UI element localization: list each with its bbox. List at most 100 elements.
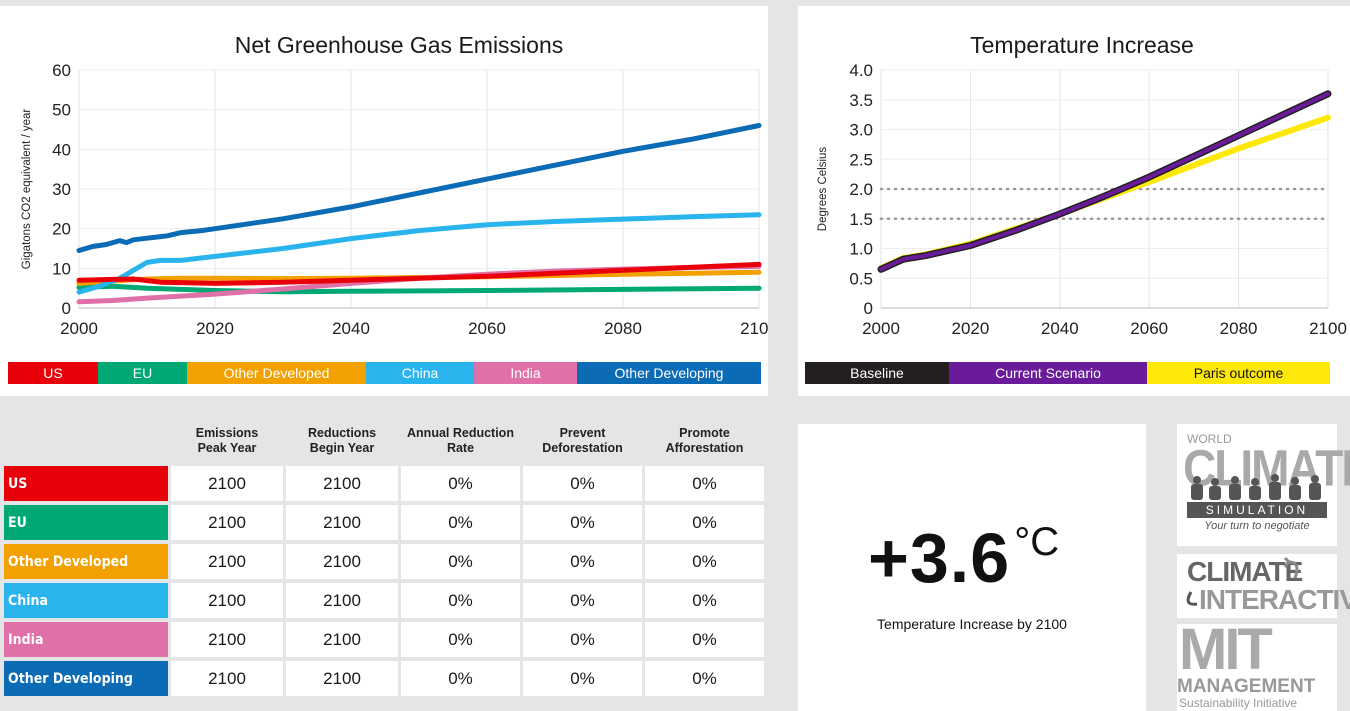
table-cell-china-0[interactable]: 2100 <box>171 583 283 618</box>
x-tick-label: 2020 <box>951 319 989 338</box>
climate-interactive-logo: CLIMATE INTERACTIVE <box>1177 554 1350 618</box>
table-cell-other-developed-2[interactable]: 0% <box>401 544 520 579</box>
legend-item-eu: EU <box>98 362 187 384</box>
table-cell-eu-1[interactable]: 2100 <box>286 505 398 540</box>
y-tick-label: 30 <box>52 180 71 199</box>
y-tick-label: 40 <box>52 140 71 159</box>
column-header-annual-reduction-rate: Annual Reduction Rate <box>407 426 514 455</box>
y-tick-label: 20 <box>52 220 71 239</box>
y-tick-label: 0 <box>864 299 873 318</box>
legend-item-baseline: Baseline <box>805 362 949 384</box>
table-cell-other-developed-0[interactable]: 2100 <box>171 544 283 579</box>
row-label-other-developing: Other Developing <box>4 661 168 696</box>
y-tick-label: 10 <box>52 259 71 278</box>
temperature-chart: 2000 2020 2040 2060 2080 2100 0 0.5 1.0 1.5 2.0 2.5… <box>817 61 1347 338</box>
table-cell-china-2[interactable]: 0% <box>401 583 520 618</box>
logo-simulation-band: SIMULATION <box>1187 502 1327 518</box>
x-tick-label: 2040 <box>1041 319 1079 338</box>
y-tick-label: 1.0 <box>849 240 873 259</box>
table-cell-eu-0[interactable]: 2100 <box>171 505 283 540</box>
x-tick-label: 2080 <box>604 319 642 338</box>
temperature-result-value: +3.6 <box>868 519 1011 597</box>
y-tick-label: 2.0 <box>849 180 873 199</box>
table-cell-us-3[interactable]: 0% <box>523 466 642 501</box>
table-cell-us-4[interactable]: 0% <box>645 466 764 501</box>
row-label-other-developed: Other Developed <box>4 544 168 579</box>
table-cell-other-developing-4[interactable]: 0% <box>645 661 764 696</box>
x-tick-label: 2060 <box>468 319 506 338</box>
series-line-other-developing <box>76 123 762 253</box>
x-tick-label: 2060 <box>1130 319 1168 338</box>
x-tick-label: 2100 <box>740 319 768 338</box>
y-tick-label: 3.0 <box>849 121 873 140</box>
mit-text: MIT <box>1179 617 1273 682</box>
ci-climate-text: CLIMATE <box>1187 556 1303 587</box>
y-tick-label: 0.5 <box>849 269 873 288</box>
column-header-promote-afforestation: Promote Afforestation <box>665 426 744 455</box>
column-header-prevent-deforestation: Prevent Deforestation <box>542 426 623 455</box>
mit-tagline: Sustainability Initiative <box>1179 696 1298 710</box>
y-tick-label: 3.5 <box>849 91 873 110</box>
audience-silhouette-icon <box>1191 474 1321 500</box>
table-cell-india-3[interactable]: 0% <box>523 622 642 657</box>
legend-item-india: India <box>474 362 577 384</box>
y-tick-label: 60 <box>52 61 71 80</box>
x-tick-label: 2000 <box>60 319 98 338</box>
table-cell-china-4[interactable]: 0% <box>645 583 764 618</box>
emissions-panel: Net Greenhouse Gas Emissions 2000 2020 204… <box>0 6 768 396</box>
ci-interactive-text: INTERACTIVE <box>1199 584 1350 615</box>
temperature-result: +3.6 °C <box>868 518 1059 598</box>
table-cell-other-developing-1[interactable]: 2100 <box>286 661 398 696</box>
emissions-chart-title: Net Greenhouse Gas Emissions <box>234 32 564 58</box>
table-cell-eu-4[interactable]: 0% <box>645 505 764 540</box>
x-tick-label: 2000 <box>862 319 900 338</box>
table-cell-other-developing-3[interactable]: 0% <box>523 661 642 696</box>
legend-item-other-developing: Other Developing <box>577 362 761 384</box>
table-cell-eu-3[interactable]: 0% <box>523 505 642 540</box>
y-tick-label: 1.5 <box>849 210 873 229</box>
table-cell-other-developed-3[interactable]: 0% <box>523 544 642 579</box>
table-cell-india-1[interactable]: 2100 <box>286 622 398 657</box>
emissions-legend: US EU Other Developed China India Other Devel… <box>8 362 761 384</box>
y-tick-label: 0 <box>62 299 71 318</box>
table-cell-other-developing-2[interactable]: 0% <box>401 661 520 696</box>
mit-management-logo: MIT MANAGEMENT Sustainability Initiative <box>1177 617 1337 711</box>
legend-item-other-developed: Other Developed <box>187 362 366 384</box>
temperature-result-unit: °C <box>1014 520 1060 564</box>
x-tick-label: 2080 <box>1220 319 1258 338</box>
x-tick-label: 2100 <box>1309 319 1347 338</box>
logo-world-text: WORLD <box>1187 432 1232 446</box>
mit-management-text: MANAGEMENT <box>1177 676 1316 697</box>
table-cell-china-1[interactable]: 2100 <box>286 583 398 618</box>
table-cell-india-4[interactable]: 0% <box>645 622 764 657</box>
logo-tagline: Your turn to negotiate <box>1204 520 1310 532</box>
x-tick-label: 2040 <box>332 319 370 338</box>
series-line-china <box>76 212 762 295</box>
row-label-eu: EU <box>4 505 168 540</box>
result-panel: +3.6 °C Temperature Increase by 2100 <box>798 424 1146 711</box>
table-cell-other-developed-1[interactable]: 2100 <box>286 544 398 579</box>
column-header-emissions-peak-year: Emissions Peak Year <box>195 426 259 455</box>
table-cell-other-developed-4[interactable]: 0% <box>645 544 764 579</box>
curved-arrow-icon <box>1186 556 1299 606</box>
temperature-chart-title: Temperature Increase <box>970 32 1194 58</box>
table-cell-us-0[interactable]: 2100 <box>171 466 283 501</box>
y-tick-label: 2.5 <box>849 150 873 169</box>
temperature-result-caption: Temperature Increase by 2100 <box>877 616 1067 632</box>
legend-item-current-scenario: Current Scenario <box>949 362 1147 384</box>
legend-item-china: China <box>366 362 474 384</box>
x-tick-label: 2020 <box>196 319 234 338</box>
table-cell-india-0[interactable]: 2100 <box>171 622 283 657</box>
table-cell-india-2[interactable]: 0% <box>401 622 520 657</box>
row-label-india: India <box>4 622 168 657</box>
y-tick-label: 4.0 <box>849 61 873 80</box>
y-axis-label: Degrees Celsius <box>817 147 829 232</box>
legend-item-us: US <box>8 362 98 384</box>
table-cell-other-developing-0[interactable]: 2100 <box>171 661 283 696</box>
series-line-us <box>76 261 762 286</box>
table-cell-us-2[interactable]: 0% <box>401 466 520 501</box>
table-cell-us-1[interactable]: 2100 <box>286 466 398 501</box>
table-cell-china-3[interactable]: 0% <box>523 583 642 618</box>
table-cell-eu-2[interactable]: 0% <box>401 505 520 540</box>
series-line-current-scenario <box>879 91 1330 272</box>
